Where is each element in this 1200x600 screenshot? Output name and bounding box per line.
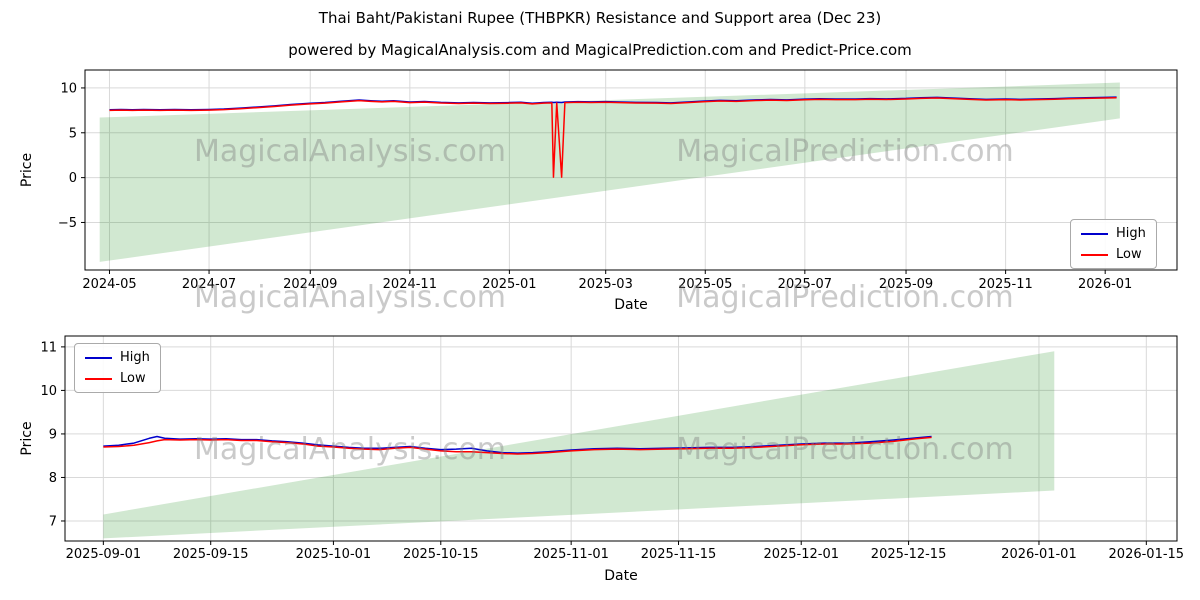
svg-text:8: 8 xyxy=(49,471,57,486)
svg-text:2025-01: 2025-01 xyxy=(482,277,536,292)
low-line-swatch xyxy=(1081,253,1108,256)
svg-text:2025-11: 2025-11 xyxy=(978,277,1032,292)
svg-text:2025-10-01: 2025-10-01 xyxy=(296,547,372,562)
svg-text:2025-03: 2025-03 xyxy=(579,277,633,292)
svg-text:2026-01-15: 2026-01-15 xyxy=(1109,547,1185,562)
legend-top-chart: High Low xyxy=(1070,219,1157,269)
legend-entry-low: Low xyxy=(1081,247,1146,262)
svg-text:10: 10 xyxy=(60,81,77,96)
svg-text:2025-10-15: 2025-10-15 xyxy=(403,547,479,562)
svg-text:5: 5 xyxy=(69,126,77,141)
svg-text:2025-07: 2025-07 xyxy=(778,277,832,292)
svg-text:2025-11-15: 2025-11-15 xyxy=(641,547,717,562)
chart-subtitle: powered by MagicalAnalysis.com and Magic… xyxy=(288,41,912,59)
legend-label-high: High xyxy=(1116,226,1146,241)
svg-text:2026-01: 2026-01 xyxy=(1078,277,1132,292)
svg-text:2024-05: 2024-05 xyxy=(82,277,136,292)
svg-text:2025-09-01: 2025-09-01 xyxy=(66,547,142,562)
legend-label-high: High xyxy=(120,350,150,365)
svg-text:2024-11: 2024-11 xyxy=(383,277,437,292)
legend-entry-low: Low xyxy=(85,371,150,386)
svg-text:2025-12-01: 2025-12-01 xyxy=(763,547,839,562)
legend-label-low: Low xyxy=(120,371,146,386)
svg-text:2025-11-01: 2025-11-01 xyxy=(533,547,609,562)
svg-text:2025-05: 2025-05 xyxy=(678,277,732,292)
legend-entry-high: High xyxy=(1081,226,1146,241)
svg-text:11: 11 xyxy=(40,340,57,355)
low-line-swatch xyxy=(85,377,112,380)
legend-bottom-chart: High Low xyxy=(74,343,161,393)
svg-text:10: 10 xyxy=(40,384,57,399)
svg-text:−5: −5 xyxy=(58,216,77,231)
legend-entry-high: High xyxy=(85,350,150,365)
svg-text:2025-09: 2025-09 xyxy=(879,277,933,292)
svg-text:2025-12-15: 2025-12-15 xyxy=(871,547,947,562)
svg-text:2025-09-15: 2025-09-15 xyxy=(173,547,249,562)
svg-text:7: 7 xyxy=(49,514,57,529)
high-line-swatch xyxy=(85,356,112,359)
svg-text:2026-01-01: 2026-01-01 xyxy=(1001,547,1077,562)
svg-text:2024-07: 2024-07 xyxy=(182,277,236,292)
svg-text:Date: Date xyxy=(604,568,637,584)
svg-text:Price: Price xyxy=(19,421,35,455)
svg-text:0: 0 xyxy=(69,171,77,186)
svg-text:2024-09: 2024-09 xyxy=(283,277,337,292)
svg-text:Date: Date xyxy=(614,297,647,313)
svg-text:Price: Price xyxy=(19,153,35,187)
chart-title: Thai Baht/Pakistani Rupee (THBPKR) Resis… xyxy=(318,9,882,27)
legend-label-low: Low xyxy=(1116,247,1142,262)
svg-text:9: 9 xyxy=(49,427,57,442)
high-line-swatch xyxy=(1081,232,1108,235)
